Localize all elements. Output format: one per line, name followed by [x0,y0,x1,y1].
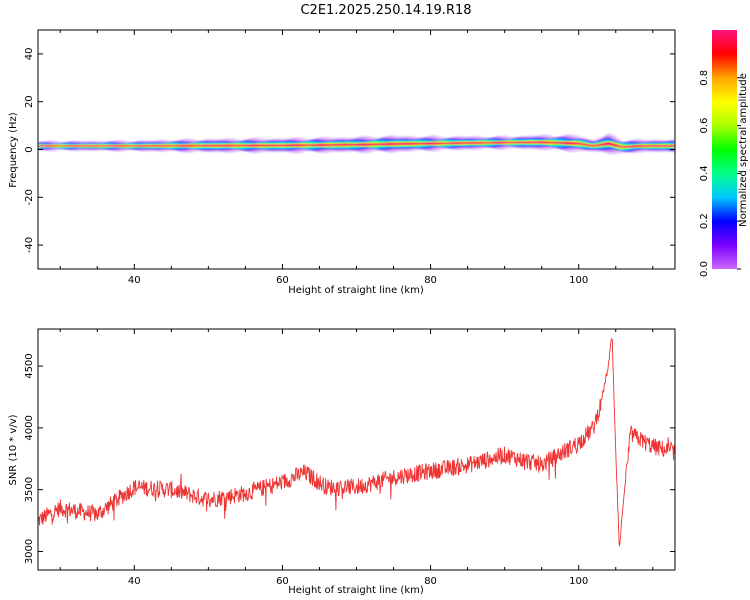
y-tick-label: 3500 [24,477,35,502]
colorbar-tick-label: 0.4 [699,165,710,181]
colorbar-label: Normalized spectral amplitude [738,73,749,227]
spectrogram-y-label: Frequency (Hz) [8,112,19,188]
x-tick-label: 40 [128,576,141,587]
colorbar-gradient [712,30,737,269]
spectral-band [38,133,675,155]
spectrogram-frame [37,29,676,270]
x-tick-label: 100 [569,275,588,286]
spectrogram-panel: 40 60 80 100 40 20 0 -20 -40 Height of straight … [8,29,676,296]
spectrogram-x-label: Height of straight line (km) [288,285,424,296]
x-tick-label: 40 [128,275,141,286]
snr-plot-area [38,329,675,570]
snr-panel: 40 60 80 100 3000 3500 4000 4500 Height of stra… [8,328,676,596]
colorbar-tick-label: 0.0 [699,261,710,277]
snr-series-line [38,337,675,547]
y-tick-label: -40 [24,237,35,253]
snr-y-label: SNR (10 * v/v) [8,414,19,485]
colorbar-tick-label: 0.6 [699,118,710,134]
x-tick-label: 60 [276,576,289,587]
snr-frame [37,328,676,571]
figure-title: C2E1.2025.250.14.19.R18 [300,3,471,18]
colorbar-tick-label: 0.2 [699,213,710,229]
spectrogram-ticks: 40 60 80 100 40 20 0 -20 -40 [24,30,675,286]
x-tick-label: 80 [424,275,437,286]
snr-x-label: Height of straight line (km) [288,585,424,596]
x-tick-label: 100 [569,576,588,587]
colorbar-ticks: 0.0 0.2 0.4 0.6 0.8 [699,70,741,277]
y-tick-label: 40 [24,48,35,61]
colorbar-tick-label: 0.8 [699,70,710,86]
y-tick-label: 0 [24,146,35,152]
y-tick-label: 4000 [24,415,35,440]
snr-ticks: 40 60 80 100 3000 3500 4000 4500 [24,329,675,587]
y-tick-label: 4500 [24,353,35,378]
spectral-band-contours [38,133,675,155]
y-tick-label: -20 [24,189,35,205]
x-tick-label: 60 [276,275,289,286]
colorbar: 0.0 0.2 0.4 0.6 0.8 Normalized spectral ampl… [699,30,749,277]
amplitude-level-8 [38,141,675,148]
y-tick-label: 20 [24,95,35,108]
x-tick-label: 80 [424,576,437,587]
y-tick-label: 3000 [24,539,35,564]
